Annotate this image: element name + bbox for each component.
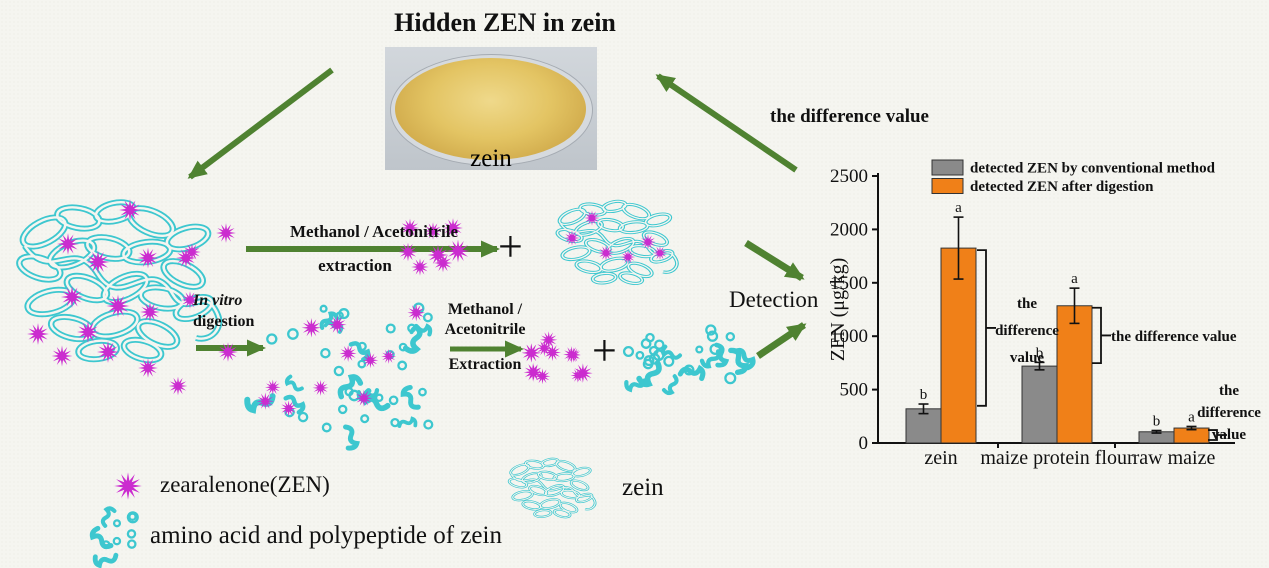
svg-text:value: value	[1212, 427, 1247, 443]
svg-text:the: the	[1017, 296, 1037, 312]
difference-value-top-label: the difference value	[770, 106, 929, 127]
photo-caption: zein	[470, 145, 512, 172]
zein-structure-legend-icon	[506, 456, 597, 521]
bar-chart: 0 500 1000 1500 2000 2500 ZEN (μg/kg) b b b detect…	[830, 159, 1261, 469]
arrow-detection-upper	[744, 240, 805, 281]
svg-text:detected ZEN after digestion: detected ZEN after digestion	[970, 179, 1154, 195]
zein-photo: zein	[385, 47, 597, 172]
arrow-difference-to-photo	[655, 73, 798, 173]
svg-text:500: 500	[840, 380, 869, 401]
molecule-clusters	[27, 199, 755, 566]
svg-text:1500: 1500	[830, 273, 868, 294]
svg-text:the: the	[1219, 383, 1239, 399]
digestion-label: digestion	[193, 313, 255, 330]
arrow-title-to-structure	[187, 67, 334, 180]
svg-text:b: b	[920, 387, 928, 403]
invitro-label: In vitro	[193, 292, 243, 309]
detection-label: Detection	[729, 287, 819, 312]
extraction-label-line2: extraction	[318, 256, 392, 275]
zein-powder-graphic	[395, 58, 586, 160]
extraction2-label-line1: Methanol /	[447, 301, 523, 318]
flow-arrows	[187, 67, 807, 359]
svg-text:the difference value: the difference value	[1111, 329, 1237, 345]
extraction-label-line1: Methanol / Acetonitrile	[289, 222, 459, 241]
svg-text:a: a	[955, 200, 962, 216]
svg-text:ZEN (μg/kg): ZEN (μg/kg)	[830, 258, 849, 361]
svg-text:zein: zein	[924, 447, 957, 469]
legend-zein-label: zein	[622, 474, 664, 501]
svg-text:0: 0	[859, 433, 869, 454]
zein-structure-large-graphic	[16, 199, 219, 364]
extraction2-label-line3: Extraction	[448, 356, 522, 373]
svg-text:2000: 2000	[830, 219, 868, 240]
svg-text:maize protein flour: maize protein flour	[980, 447, 1134, 469]
figure-title: Hidden ZEN in zein	[394, 8, 616, 37]
svg-text:difference: difference	[995, 323, 1059, 339]
svg-text:a: a	[1071, 271, 1078, 287]
svg-text:difference: difference	[1197, 405, 1261, 421]
arrow-detection-lower	[756, 322, 807, 359]
svg-text:raw maize: raw maize	[1133, 447, 1216, 469]
svg-text:b: b	[1036, 345, 1044, 361]
svg-text:b: b	[1153, 414, 1161, 430]
legend-zen-label: zearalenone(ZEN)	[160, 472, 330, 497]
plus-sign-bottom: +	[592, 326, 617, 375]
legend-amino-label: amino acid and polypeptide of zein	[150, 522, 502, 549]
svg-text:a: a	[1188, 409, 1195, 425]
extraction2-label-line2: Acetonitrile	[444, 321, 526, 338]
svg-text:1000: 1000	[830, 326, 868, 347]
svg-text:value: value	[1010, 350, 1045, 366]
svg-text:detected ZEN by conventional m: detected ZEN by conventional method	[970, 161, 1216, 177]
svg-text:2500: 2500	[830, 166, 868, 187]
zein-structure-extracted-graphic	[553, 197, 679, 288]
plus-sign-top: +	[498, 222, 523, 271]
